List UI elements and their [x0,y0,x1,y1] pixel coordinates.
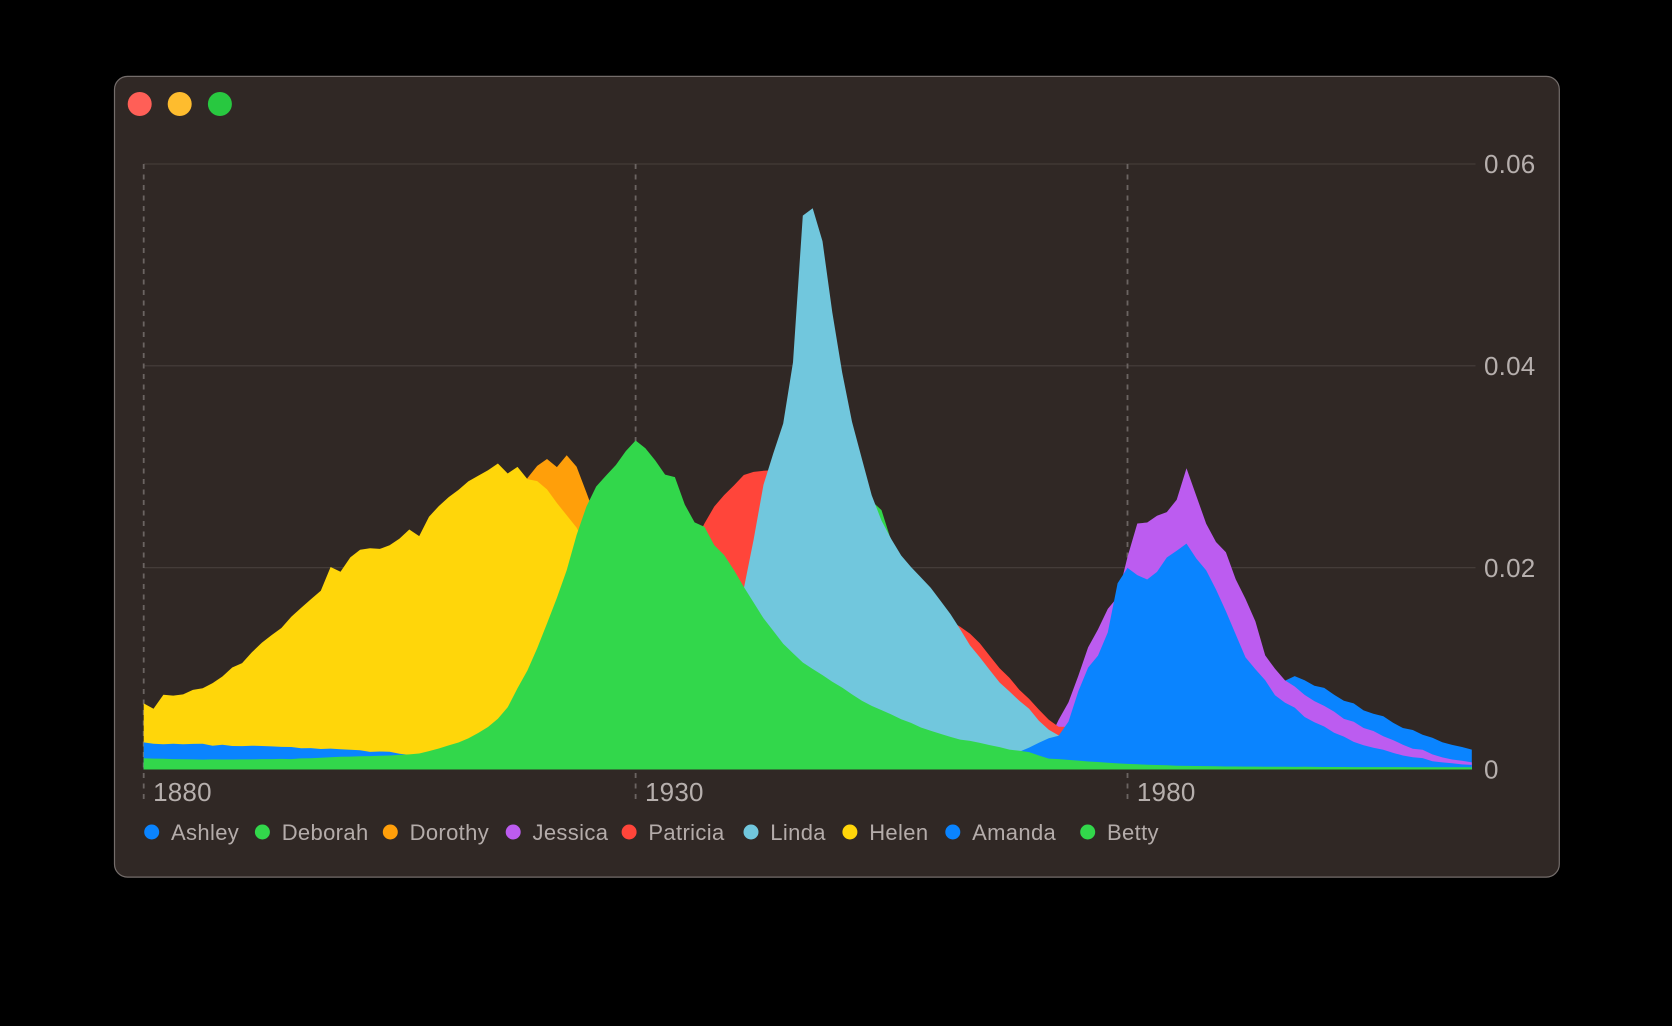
svg-text:Ashley: Ashley [171,820,239,845]
svg-text:Jessica: Jessica [533,820,609,845]
svg-text:Betty: Betty [1107,820,1159,845]
svg-text:1980: 1980 [1137,777,1196,807]
svg-text:Dorothy: Dorothy [410,820,489,845]
svg-text:Deborah: Deborah [282,820,369,845]
svg-text:0: 0 [1484,755,1499,785]
svg-text:Helen: Helen [869,820,928,845]
svg-text:0.02: 0.02 [1484,553,1535,583]
svg-text:Linda: Linda [770,820,826,845]
svg-text:1880: 1880 [153,777,212,807]
svg-text:1930: 1930 [645,777,704,807]
svg-text:0.06: 0.06 [1484,149,1535,179]
svg-text:Patricia: Patricia [648,820,725,845]
svg-text:Amanda: Amanda [972,820,1056,845]
svg-text:0.04: 0.04 [1484,351,1535,381]
